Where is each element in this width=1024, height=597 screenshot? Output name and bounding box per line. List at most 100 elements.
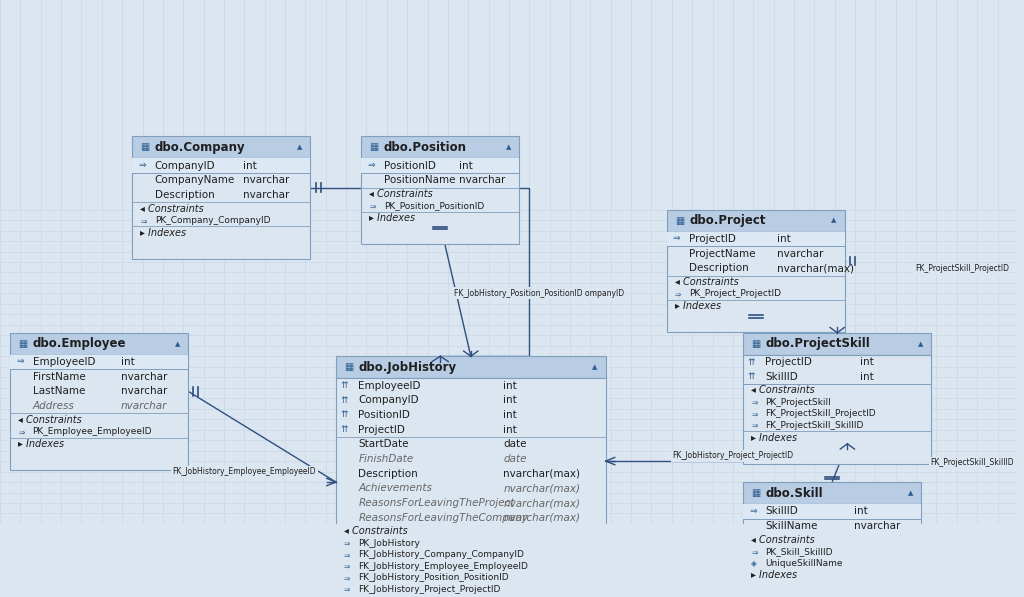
Text: ▲: ▲ — [175, 341, 180, 347]
Text: ⇒: ⇒ — [368, 161, 375, 170]
Text: ReasonsForLeavingTheProject: ReasonsForLeavingTheProject — [358, 498, 515, 508]
Text: ▸ Indexes: ▸ Indexes — [140, 227, 186, 238]
Text: int: int — [243, 161, 257, 171]
Text: dbo.Employee: dbo.Employee — [33, 337, 126, 350]
Text: ⇒: ⇒ — [138, 161, 146, 170]
FancyBboxPatch shape — [743, 482, 922, 504]
Text: ⇒: ⇒ — [752, 398, 758, 407]
Text: ProjectName: ProjectName — [689, 248, 756, 259]
Text: ▲: ▲ — [831, 217, 837, 224]
Text: ▸ Indexes: ▸ Indexes — [752, 432, 798, 442]
Text: PK_Project_ProjectID: PK_Project_ProjectID — [689, 290, 781, 298]
Text: ⇒: ⇒ — [344, 550, 350, 559]
Text: FirstName: FirstName — [33, 372, 85, 381]
Text: ⇒: ⇒ — [344, 562, 350, 571]
Text: ▲: ▲ — [297, 144, 302, 150]
Text: ◂ Constraints: ◂ Constraints — [18, 415, 82, 424]
Text: dbo.Company: dbo.Company — [155, 141, 246, 154]
Text: ▦: ▦ — [18, 338, 28, 349]
Text: ▲: ▲ — [907, 490, 913, 496]
Text: ⇒: ⇒ — [752, 410, 758, 418]
Text: StartDate: StartDate — [358, 439, 409, 450]
Text: Description: Description — [155, 190, 214, 200]
Text: FK_ProjectSkill_ProjectID: FK_ProjectSkill_ProjectID — [766, 410, 877, 418]
Text: UniqueSkillName: UniqueSkillName — [766, 559, 843, 568]
Text: date: date — [503, 439, 526, 450]
Text: ▦: ▦ — [675, 216, 684, 226]
Text: FinishDate: FinishDate — [358, 454, 414, 464]
FancyBboxPatch shape — [361, 136, 519, 158]
Text: ▸ Indexes: ▸ Indexes — [675, 301, 721, 311]
Text: FK_JobHistory_Position_PositionID ompanyID: FK_JobHistory_Position_PositionID ompany… — [455, 289, 625, 298]
Text: nvarchar(max): nvarchar(max) — [777, 263, 854, 273]
FancyBboxPatch shape — [667, 232, 845, 247]
Text: ProjectID: ProjectID — [358, 424, 406, 435]
Text: FK_ProjectSkill_SkillID: FK_ProjectSkill_SkillID — [766, 421, 864, 430]
FancyBboxPatch shape — [743, 355, 932, 464]
Text: nvarchar: nvarchar — [121, 401, 167, 411]
Text: nvarchar(max): nvarchar(max) — [503, 498, 581, 508]
FancyBboxPatch shape — [667, 232, 845, 332]
Text: ▸ Indexes: ▸ Indexes — [752, 570, 798, 580]
Text: PositionName: PositionName — [384, 176, 456, 185]
Text: CompanyName: CompanyName — [155, 176, 234, 185]
FancyBboxPatch shape — [10, 333, 188, 355]
Text: date: date — [503, 454, 526, 464]
FancyBboxPatch shape — [132, 158, 310, 259]
Text: ⇒: ⇒ — [675, 290, 681, 298]
Text: ◂ Constraints: ◂ Constraints — [140, 204, 204, 214]
Text: ▲: ▲ — [918, 341, 924, 347]
Text: Description: Description — [689, 263, 749, 273]
Text: ▦: ▦ — [752, 338, 761, 349]
Text: nvarchar(max): nvarchar(max) — [503, 513, 581, 523]
Text: ⇈: ⇈ — [340, 411, 347, 420]
Text: dbo.Project: dbo.Project — [689, 214, 766, 227]
FancyBboxPatch shape — [667, 210, 845, 232]
FancyBboxPatch shape — [10, 355, 188, 370]
FancyBboxPatch shape — [743, 333, 932, 355]
Text: int: int — [503, 410, 517, 420]
Text: ▲: ▲ — [592, 364, 598, 370]
FancyBboxPatch shape — [336, 378, 605, 597]
Text: EmployeeID: EmployeeID — [33, 357, 95, 367]
Text: ⇒: ⇒ — [370, 201, 376, 210]
Text: PK_Company_CompanyID: PK_Company_CompanyID — [155, 216, 270, 225]
Text: nvarchar: nvarchar — [243, 190, 289, 200]
Text: ⇒: ⇒ — [344, 574, 350, 583]
Text: LastName: LastName — [33, 386, 85, 396]
Text: dbo.JobHistory: dbo.JobHistory — [358, 361, 457, 374]
Text: ProjectID: ProjectID — [766, 357, 812, 367]
FancyBboxPatch shape — [132, 158, 310, 173]
Text: ⇒: ⇒ — [344, 539, 350, 548]
Text: int: int — [860, 357, 873, 367]
Text: ProjectID: ProjectID — [689, 234, 736, 244]
Text: ▸ Indexes: ▸ Indexes — [370, 213, 416, 223]
Text: ⇒: ⇒ — [673, 235, 680, 244]
Text: dbo.Skill: dbo.Skill — [766, 487, 823, 500]
Text: Description: Description — [358, 469, 418, 479]
Text: nvarchar: nvarchar — [121, 386, 167, 396]
Text: ▦: ▦ — [752, 488, 761, 498]
Text: nvarchar: nvarchar — [854, 521, 900, 531]
Text: nvarchar: nvarchar — [459, 176, 506, 185]
Text: ⇈: ⇈ — [340, 425, 347, 434]
Text: ◂ Constraints: ◂ Constraints — [752, 535, 815, 544]
FancyBboxPatch shape — [132, 136, 310, 158]
Text: int: int — [777, 234, 791, 244]
Text: ReasonsForLeavingTheCompany: ReasonsForLeavingTheCompany — [358, 513, 528, 523]
Text: PK_Skill_SkillID: PK_Skill_SkillID — [766, 547, 833, 556]
Text: ◂ Constraints: ◂ Constraints — [370, 189, 433, 199]
Text: SkillID: SkillID — [766, 506, 799, 516]
Text: SkillName: SkillName — [766, 521, 818, 531]
Text: nvarchar(max): nvarchar(max) — [503, 484, 581, 493]
Text: ⇈: ⇈ — [340, 396, 347, 405]
Text: FK_JobHistory_Employee_EmployeeID: FK_JobHistory_Employee_EmployeeID — [172, 467, 316, 476]
Text: int: int — [459, 161, 473, 171]
Text: ⇈: ⇈ — [748, 373, 755, 381]
Text: PK_ProjectSkill: PK_ProjectSkill — [766, 398, 831, 407]
FancyBboxPatch shape — [336, 356, 605, 378]
Text: ▦: ▦ — [140, 142, 150, 152]
Text: FK_JobHistory_Project_ProjectID: FK_JobHistory_Project_ProjectID — [358, 585, 501, 594]
Text: SkillID: SkillID — [766, 372, 799, 381]
Text: nvarchar: nvarchar — [243, 176, 289, 185]
